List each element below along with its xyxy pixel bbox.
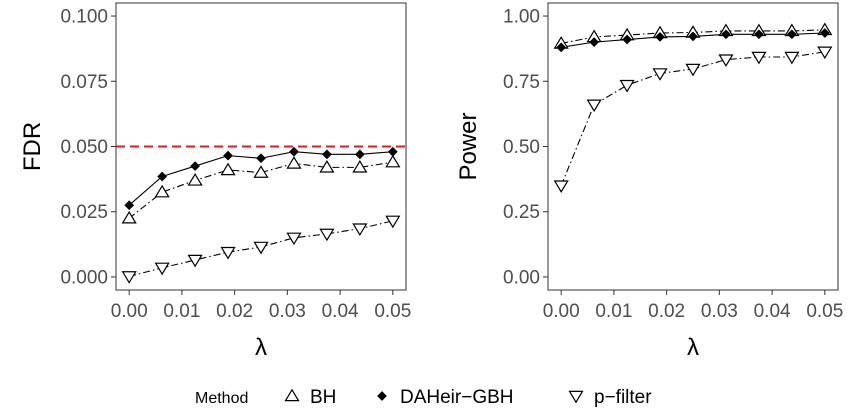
data-point-1 <box>322 149 332 160</box>
x-tick-label: 0.05 <box>806 301 843 322</box>
data-point-2 <box>586 99 602 113</box>
data-point-1 <box>589 37 600 48</box>
data-point-2 <box>121 271 137 284</box>
data-point-1 <box>556 42 567 53</box>
data-point-2 <box>817 46 833 60</box>
plot-frame <box>547 2 839 291</box>
legend-label-2: p−filter <box>594 387 652 408</box>
data-point-2 <box>319 228 335 242</box>
data-point-2 <box>685 63 701 77</box>
data-point-1 <box>688 31 698 42</box>
data-point-2 <box>652 68 668 81</box>
data-point-0 <box>286 156 302 169</box>
x-tick-label: 0.02 <box>648 301 685 322</box>
y-tick-label: 0.075 <box>60 72 108 93</box>
data-point-1 <box>754 29 764 40</box>
data-point-0 <box>352 160 368 173</box>
data-point-2 <box>187 254 203 268</box>
data-point-2 <box>784 51 800 65</box>
x-tick-label: 0.01 <box>163 301 200 322</box>
data-point-1 <box>655 32 665 42</box>
data-point-2 <box>553 180 569 194</box>
data-point-1 <box>786 29 797 40</box>
data-point-2 <box>220 246 236 260</box>
x-tick-label: 0.01 <box>595 301 632 322</box>
fdr-panel: 0.000 0.025 0.050 0.075 0.100 0.00 0.01 0.02 0.0… <box>19 2 411 361</box>
y-tick-label: 0.025 <box>60 202 108 223</box>
data-point-2 <box>352 223 368 237</box>
y-axis-title: Power <box>455 112 482 180</box>
data-point-1 <box>223 150 233 161</box>
data-point-1 <box>190 161 200 171</box>
x-axis-title: λ <box>255 334 267 361</box>
y-tick-label: 0.100 <box>60 7 108 28</box>
power-panel: 0.00 0.25 0.50 0.75 1.00 0.00 0.01 0.02 0.03 0.04… <box>455 2 843 361</box>
data-point-1 <box>256 153 266 164</box>
data-point-1 <box>354 149 365 160</box>
x-tick-label: 0.02 <box>216 301 253 322</box>
data-point-0 <box>154 184 170 198</box>
y-tick-label: 0.25 <box>503 202 540 223</box>
data-point-2 <box>154 262 170 276</box>
x-tick-label: 0.03 <box>269 301 306 322</box>
data-point-0 <box>220 162 236 176</box>
legend-label-1: DAHeir−GBH <box>400 387 514 408</box>
y-tick-label: 0.75 <box>503 72 540 93</box>
x-tick-label: 0.04 <box>322 301 359 322</box>
data-point-1 <box>124 200 135 211</box>
y-tick-label: 0.050 <box>60 137 108 158</box>
legend-label-0: BH <box>310 387 336 408</box>
y-tick-label: 0.000 <box>60 267 108 288</box>
legend-items: BH DAHeir−GBH p−filter <box>284 387 652 408</box>
data-point-2 <box>385 215 401 229</box>
series-line-0 <box>128 161 393 219</box>
legend: Method BH DAHeir−GBH p−filter <box>195 387 652 408</box>
data-point-1 <box>622 34 632 45</box>
y-axis-title: FDR <box>19 122 46 171</box>
data-point-0 <box>121 210 137 224</box>
legend-key-1 <box>377 391 387 401</box>
y-tick-label: 1.00 <box>503 7 540 28</box>
data-point-1 <box>157 171 168 182</box>
data-point-0 <box>319 160 335 173</box>
legend-key-2 <box>568 390 584 404</box>
y-tick-label: 0.00 <box>503 267 540 288</box>
data-point-0 <box>187 173 203 186</box>
data-point-1 <box>819 28 830 38</box>
data-point-0 <box>253 165 269 178</box>
x-tick-label: 0.03 <box>701 301 738 322</box>
x-axis-title: λ <box>687 334 699 361</box>
x-tick-label: 0.04 <box>754 301 791 322</box>
y-tick-label: 0.50 <box>503 137 540 158</box>
data-point-2 <box>619 79 635 93</box>
x-tick-label: 0.05 <box>374 301 411 322</box>
data-point-1 <box>289 146 299 157</box>
data-point-1 <box>721 29 731 40</box>
legend-title: Method <box>195 390 248 407</box>
x-tick-label: 0.00 <box>543 301 580 322</box>
data-point-2 <box>253 241 269 255</box>
legend-key-0 <box>284 388 300 402</box>
data-point-2 <box>751 51 767 65</box>
data-point-1 <box>387 146 398 157</box>
data-point-2 <box>718 54 734 67</box>
data-point-0 <box>385 154 401 168</box>
x-tick-label: 0.00 <box>111 301 148 322</box>
data-point-2 <box>286 232 302 246</box>
